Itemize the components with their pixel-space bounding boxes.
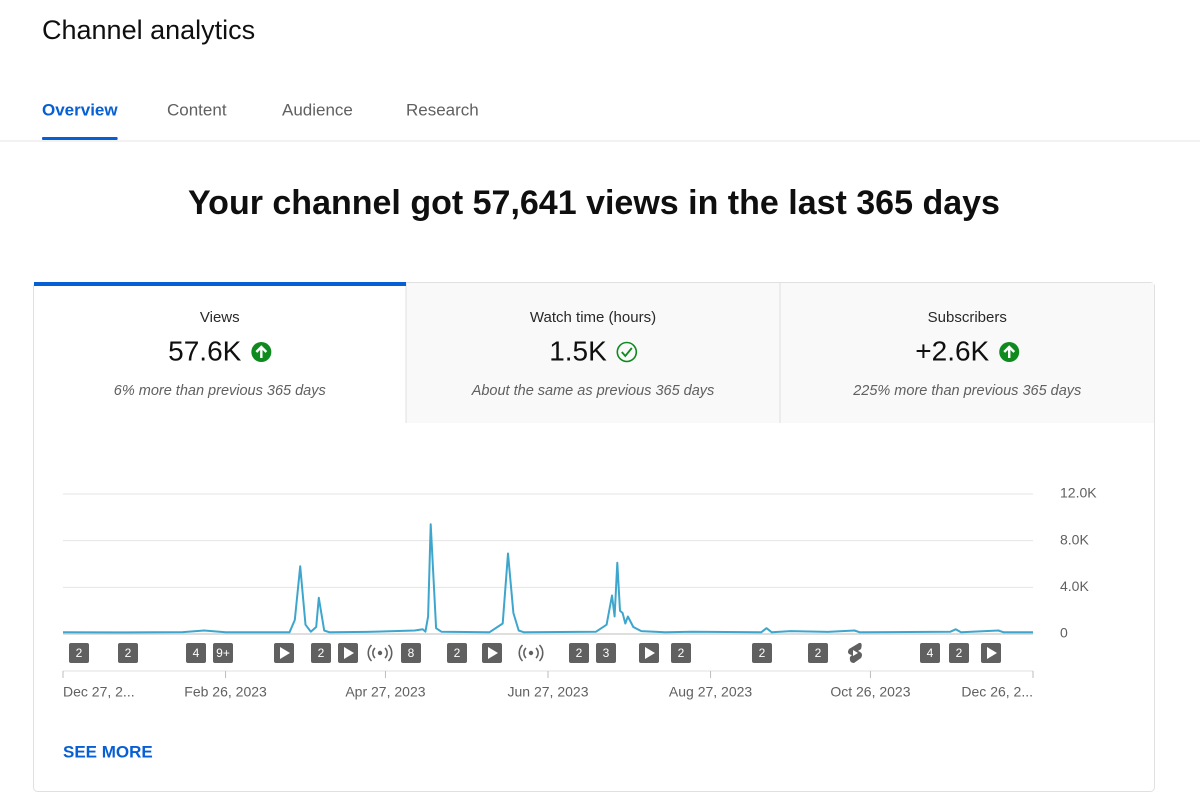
content-marker[interactable] xyxy=(596,643,616,663)
play-icon xyxy=(344,647,354,659)
metric-note: 225% more than previous 365 days xyxy=(852,383,1081,399)
content-marker-count: 8 xyxy=(408,646,415,660)
content-marker-count: 2 xyxy=(678,646,685,660)
content-marker[interactable] xyxy=(401,643,421,663)
content-marker[interactable] xyxy=(69,643,89,663)
content-marker[interactable] xyxy=(671,643,691,663)
metric-label: Views xyxy=(200,309,240,326)
content-marker-count: 2 xyxy=(956,646,963,660)
live-icon-wave xyxy=(387,644,393,662)
live-icon-wave xyxy=(384,647,388,659)
live-icon-wave xyxy=(372,647,376,659)
live-icon-wave xyxy=(523,647,527,659)
content-marker[interactable] xyxy=(808,643,828,663)
y-tick-label: 4.0K xyxy=(1060,578,1089,594)
see-more-link[interactable]: SEE MORE xyxy=(63,742,153,761)
content-marker-count: 2 xyxy=(759,646,766,660)
trend-same-icon xyxy=(616,341,638,363)
x-tick-label: Aug 27, 2023 xyxy=(669,684,753,700)
metric-value: +2.6K xyxy=(915,335,989,366)
content-marker[interactable] xyxy=(949,643,969,663)
active-tab-indicator xyxy=(42,137,118,140)
metric-value: 57.6K xyxy=(168,335,241,366)
content-marker[interactable] xyxy=(186,643,206,663)
headline: Your channel got 57,641 views in the las… xyxy=(188,184,1000,222)
views-line xyxy=(62,523,1033,634)
x-tick-label: Apr 27, 2023 xyxy=(345,684,425,700)
metric-note: About the same as previous 365 days xyxy=(471,383,715,399)
x-tick-label: Oct 26, 2023 xyxy=(830,684,910,700)
active-metric-bar xyxy=(34,282,406,286)
content-marker-count: 2 xyxy=(125,646,132,660)
play-icon xyxy=(280,647,290,659)
content-marker-count: 9+ xyxy=(216,646,230,660)
x-tick-label: Dec 27, 2... xyxy=(63,684,135,700)
nav-tab[interactable]: Overview xyxy=(42,100,118,119)
live-icon-wave xyxy=(535,647,539,659)
content-marker[interactable] xyxy=(920,643,940,663)
live-icon-wave xyxy=(367,644,373,662)
content-marker-count: 2 xyxy=(815,646,822,660)
nav-tab[interactable]: Content xyxy=(167,100,227,119)
x-tick-label: Jun 27, 2023 xyxy=(508,684,589,700)
trend-up-arrow xyxy=(255,345,268,358)
metric-value: 1.5K xyxy=(549,335,607,366)
live-icon-wave xyxy=(538,644,544,662)
y-tick-label: 0 xyxy=(1060,625,1068,641)
content-marker[interactable] xyxy=(752,643,772,663)
content-marker[interactable] xyxy=(118,643,138,663)
content-marker-count: 2 xyxy=(576,646,583,660)
nav-tab[interactable]: Research xyxy=(406,100,479,119)
content-marker-count: 2 xyxy=(76,646,83,660)
x-tick-label: Feb 26, 2023 xyxy=(184,684,267,700)
play-icon xyxy=(987,647,997,659)
content-marker-count: 4 xyxy=(927,646,934,660)
y-tick-label: 8.0K xyxy=(1060,531,1089,547)
content-marker[interactable] xyxy=(447,643,467,663)
nav-tab[interactable]: Audience xyxy=(282,100,353,119)
content-marker-count: 2 xyxy=(318,646,325,660)
content-marker[interactable] xyxy=(213,643,233,663)
content-marker[interactable] xyxy=(311,643,331,663)
content-marker-count: 2 xyxy=(454,646,461,660)
live-icon-wave xyxy=(518,644,524,662)
play-icon xyxy=(488,647,498,659)
metric-note: 6% more than previous 365 days xyxy=(114,383,326,399)
page-title: Channel analytics xyxy=(42,15,255,45)
shorts-play xyxy=(853,650,858,656)
y-tick-label: 12.0K xyxy=(1060,485,1097,501)
x-tick-label: Dec 26, 2... xyxy=(961,684,1033,700)
trend-up-arrow xyxy=(1003,345,1016,358)
play-icon xyxy=(645,647,655,659)
trend-same-check xyxy=(621,347,633,358)
live-icon-dot[interactable] xyxy=(377,650,383,656)
content-marker-count: 3 xyxy=(603,646,610,660)
live-icon-dot[interactable] xyxy=(528,650,534,656)
content-marker-count: 4 xyxy=(193,646,200,660)
metric-label: Subscribers xyxy=(928,309,1007,326)
content-marker[interactable] xyxy=(569,643,589,663)
metric-label: Watch time (hours) xyxy=(530,309,656,326)
